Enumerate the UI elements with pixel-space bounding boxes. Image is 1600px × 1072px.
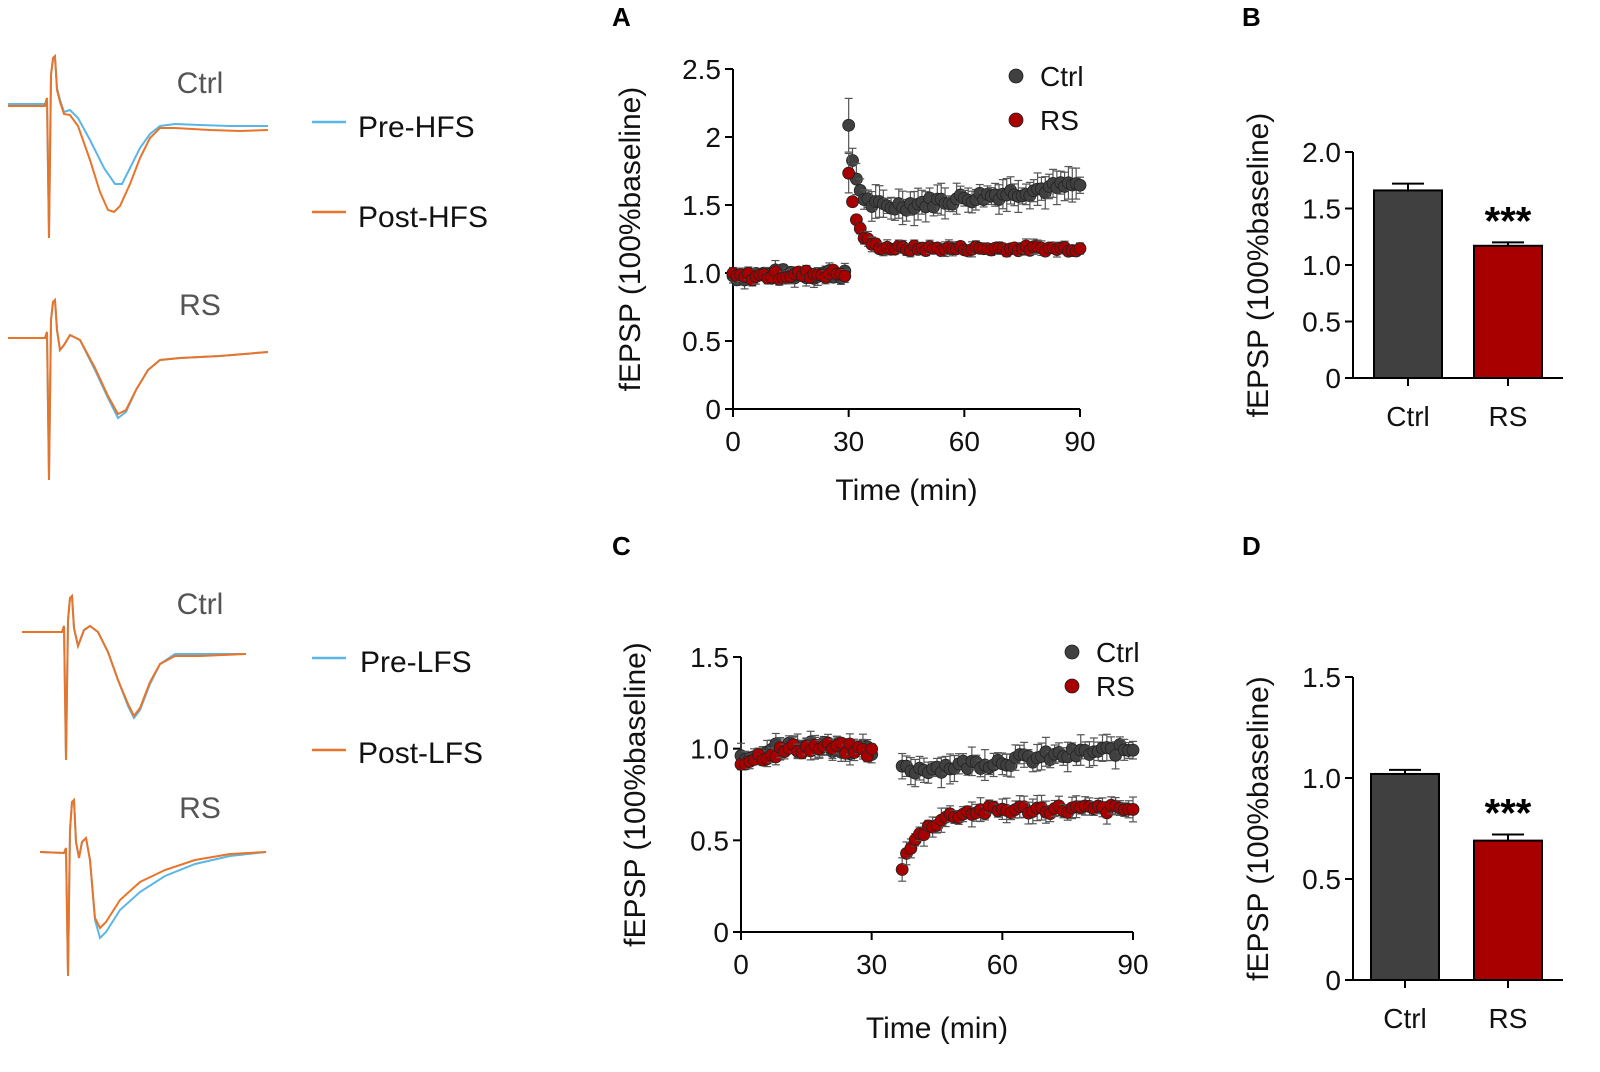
legend-label: RS bbox=[1040, 105, 1079, 136]
hfs-rs-post-trace bbox=[8, 297, 269, 481]
y-tick-label: 1.0 bbox=[1302, 763, 1341, 794]
series-rs bbox=[734, 733, 1140, 882]
hfs-legend-pre: Pre-HFS bbox=[358, 111, 475, 144]
y-tick-label: 1.5 bbox=[1302, 194, 1341, 225]
hfs-ctrl-post-trace bbox=[8, 53, 269, 239]
x-axis-title: Time (min) bbox=[835, 474, 977, 507]
y-tick-label: 0.5 bbox=[1302, 307, 1341, 338]
y-tick-label: 2.0 bbox=[1302, 137, 1341, 168]
y-tick-label: 1.0 bbox=[690, 734, 729, 765]
data-point bbox=[842, 166, 856, 180]
legend-marker bbox=[1064, 644, 1080, 660]
lfs-rs-post-trace bbox=[39, 797, 267, 977]
lfs-ctrl-label: Ctrl bbox=[177, 588, 224, 621]
x-tick-label: 90 bbox=[1064, 426, 1095, 457]
lfs-rs-label: RS bbox=[179, 792, 221, 825]
y-tick-label: 2 bbox=[705, 122, 721, 153]
bar-rs bbox=[1473, 244, 1543, 379]
lfs-legend-post: Post-LFS bbox=[358, 737, 483, 770]
data-point bbox=[838, 269, 852, 283]
y-tick-label: 1.5 bbox=[682, 190, 721, 221]
x-tick-label: 30 bbox=[856, 949, 887, 980]
panel-c-ltd-timecourse: C 0 0.5 1.0 1.5 fEPSP (100%baseline) 0 30 60 90 Ti… bbox=[612, 531, 1149, 1045]
y-tick-label: 0 bbox=[1325, 363, 1341, 394]
hfs-ctrl-label: Ctrl bbox=[177, 67, 224, 100]
x-tick-label: 60 bbox=[949, 426, 980, 457]
series-ctrl bbox=[726, 97, 1087, 290]
x-tick-label: 30 bbox=[833, 426, 864, 457]
x-tick-label: 0 bbox=[725, 426, 741, 457]
y-tick-label: 1.0 bbox=[1302, 250, 1341, 281]
x-axis-title: Time (min) bbox=[866, 1012, 1008, 1045]
y-axis-title: fEPSP (100%baseline) bbox=[1242, 113, 1275, 418]
lfs-legend-pre: Pre-LFS bbox=[360, 646, 472, 679]
lfs-ctrl-post-trace bbox=[22, 593, 247, 761]
panel-letter: D bbox=[1242, 531, 1261, 561]
panel-letter: B bbox=[1242, 2, 1261, 32]
y-tick-label: 1.5 bbox=[690, 642, 729, 673]
data-point bbox=[1073, 242, 1087, 255]
significance-marker: *** bbox=[1485, 792, 1532, 836]
bar-rs bbox=[1473, 839, 1543, 981]
panel-b-ltp-bar: B 0 0.5 1.0 1.5 2.0 fEPSP (100%baseline) Ctrl RS… bbox=[1242, 2, 1563, 432]
legend-marker bbox=[1008, 68, 1024, 84]
series-rs bbox=[726, 152, 1087, 287]
x-tick-label: Ctrl bbox=[1386, 401, 1430, 432]
x-tick-label: RS bbox=[1489, 401, 1528, 432]
bar-ctrl bbox=[1370, 772, 1440, 982]
lfs-traces: Ctrl RS Pre-LFS Post-LFS bbox=[22, 588, 483, 977]
x-tick-label: RS bbox=[1489, 1003, 1528, 1034]
hfs-traces: Ctrl RS Pre-HFS Post-HFS bbox=[8, 53, 488, 481]
y-axis-title: fEPSP (100%baseline) bbox=[1242, 676, 1275, 981]
y-tick-label: 2.5 bbox=[682, 54, 721, 85]
data-point bbox=[1073, 178, 1087, 192]
x-tick-label: Ctrl bbox=[1383, 1003, 1427, 1034]
lfs-rs-pre-trace bbox=[39, 797, 267, 977]
legend-label: Ctrl bbox=[1096, 637, 1140, 668]
y-tick-label: 0 bbox=[713, 917, 729, 948]
data-point bbox=[1126, 743, 1140, 757]
x-tick-label: 60 bbox=[987, 949, 1018, 980]
y-tick-label: 0 bbox=[1325, 965, 1341, 996]
data-point bbox=[842, 118, 856, 132]
data-point bbox=[895, 863, 909, 876]
significance-marker: *** bbox=[1485, 199, 1532, 243]
bar-ctrl bbox=[1373, 189, 1443, 379]
y-tick-label: 0.5 bbox=[682, 326, 721, 357]
data-point bbox=[865, 742, 879, 756]
legend-marker bbox=[1064, 678, 1080, 694]
panel-letter: C bbox=[612, 531, 631, 561]
legend-label: Ctrl bbox=[1040, 61, 1084, 92]
y-tick-label: 1.5 bbox=[1302, 662, 1341, 693]
y-axis-title: fEPSP (100%baseline) bbox=[619, 642, 652, 947]
y-tick-label: 0.5 bbox=[1302, 864, 1341, 895]
legend-label: RS bbox=[1096, 671, 1135, 702]
legend: Ctrl RS bbox=[1008, 61, 1084, 136]
legend-marker bbox=[1008, 112, 1024, 128]
panel-letter: A bbox=[612, 2, 631, 32]
lfs-legend: Pre-LFS Post-LFS bbox=[312, 646, 483, 770]
hfs-legend-post: Post-HFS bbox=[358, 201, 488, 234]
hfs-legend: Pre-HFS Post-HFS bbox=[312, 111, 488, 234]
x-tick-label: 0 bbox=[733, 949, 749, 980]
y-axis-title: fEPSP (100%baseline) bbox=[614, 87, 647, 392]
panel-a-ltp-timecourse: A 0 0.5 1.0 1.5 2 2.5 fEPSP (100%baseline) 0 30 60… bbox=[612, 2, 1096, 507]
data-point bbox=[846, 195, 859, 209]
data-point bbox=[1126, 803, 1140, 816]
y-tick-label: 1.0 bbox=[682, 258, 721, 289]
panel-d-ltd-bar: D 0 0.5 1.0 1.5 fEPSP (100%baseline) Ctrl RS *** bbox=[1242, 531, 1563, 1034]
hfs-rs-label: RS bbox=[179, 289, 221, 322]
y-tick-label: 0 bbox=[705, 394, 721, 425]
y-tick-label: 0.5 bbox=[690, 825, 729, 856]
x-tick-label: 90 bbox=[1117, 949, 1148, 980]
